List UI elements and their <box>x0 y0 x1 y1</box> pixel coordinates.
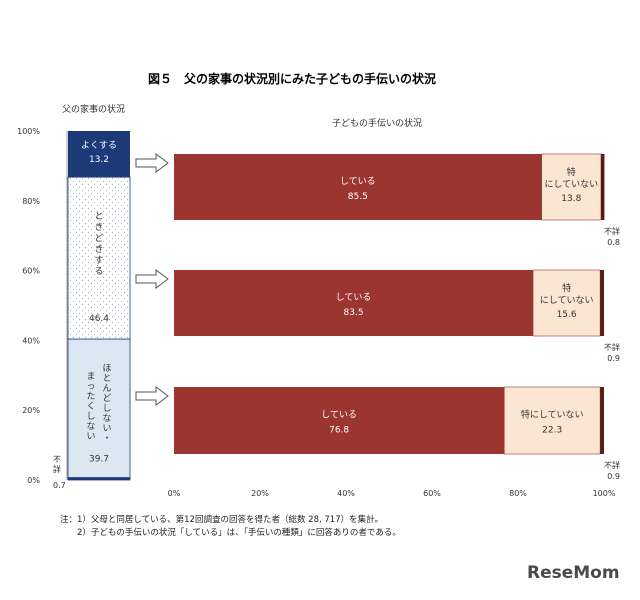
child-label-unknown: 不詳 <box>604 342 620 352</box>
x-tick-label: 40% <box>337 489 355 498</box>
child-segment <box>600 154 605 220</box>
svg-text:ん: ん <box>102 383 111 394</box>
y-tick-label: 60% <box>22 267 40 276</box>
svg-text:ど: ど <box>94 233 103 244</box>
child-bars: している85.5特にしていない13.8不詳0.8している83.5特にしていない1… <box>174 153 620 481</box>
child-value-not: 15.6 <box>557 310 577 320</box>
father-segment <box>67 176 131 340</box>
father-segment <box>67 338 131 478</box>
father-label-often: よくする <box>81 140 117 151</box>
y-tick-label: 0% <box>27 476 40 485</box>
svg-text:・: ・ <box>102 434 111 444</box>
arrow-icon <box>135 269 169 289</box>
child-segment <box>600 270 604 336</box>
right-axis-title: 子どもの手伝いの状況 <box>332 117 422 129</box>
svg-text:っ: っ <box>86 382 95 392</box>
father-value-sometimes: 46.4 <box>89 314 109 324</box>
child-value-not: 22.3 <box>542 426 562 436</box>
child-label-not-1: 特 <box>567 166 576 178</box>
x-tick-label: 100% <box>593 489 616 498</box>
svg-text:る: る <box>94 266 103 277</box>
x-tick-label: 20% <box>251 489 269 498</box>
child-value-not: 13.8 <box>561 194 581 204</box>
child-value-unknown: 0.9 <box>607 472 620 481</box>
svg-text:し: し <box>86 411 95 422</box>
child-label-doing: している <box>336 292 372 303</box>
arrows <box>135 153 169 406</box>
child-segment <box>600 387 604 454</box>
child-segment <box>174 270 534 336</box>
y-tick-label: 20% <box>22 406 40 415</box>
child-value-doing: 83.5 <box>344 308 364 318</box>
x-tick-label: 0% <box>168 489 181 498</box>
father-value-rarely: 39.7 <box>89 455 109 465</box>
svg-text:と: と <box>94 211 103 222</box>
brand-logo: ReseMom <box>527 563 620 583</box>
child-label-not-2: にしていない <box>544 179 598 190</box>
father-label-unknown-2: 詳 <box>53 464 61 474</box>
child-label-unknown: 不詳 <box>604 226 620 236</box>
arrow-icon <box>135 153 169 173</box>
child-value-doing: 76.8 <box>329 426 349 436</box>
svg-text:ま: ま <box>86 371 95 382</box>
svg-text:す: す <box>94 255 103 266</box>
svg-text:ほ: ほ <box>102 363 111 374</box>
father-value-unknown: 0.7 <box>53 481 66 490</box>
svg-text:な: な <box>86 421 95 432</box>
child-segment <box>503 386 601 455</box>
child-label-not: 特にしていない <box>521 409 584 421</box>
child-value-unknown: 0.9 <box>607 354 620 363</box>
footnote-1: 注：1）父母と同居している、第12回調査の回答を得た者（総数 28, 717）を… <box>60 515 384 525</box>
father-segment <box>68 131 130 178</box>
father-label-unknown: 不 <box>53 455 61 464</box>
child-value-unknown: 0.8 <box>607 238 620 247</box>
x-tick-label: 80% <box>509 489 527 498</box>
y-tick-label: 80% <box>22 197 40 206</box>
y-tick-label: 40% <box>22 336 40 345</box>
svg-text:い: い <box>86 432 95 442</box>
child-segment <box>532 269 601 337</box>
child-segment <box>541 153 602 221</box>
child-value-doing: 85.5 <box>348 192 368 202</box>
child-label-doing: している <box>321 410 357 421</box>
footnote-2: 2）子どもの手伝いの状況「している」は、「手伝いの種類」に回答ありの者である。 <box>60 528 401 538</box>
father-value-often: 13.2 <box>89 155 109 165</box>
svg-text:ど: ど <box>102 393 111 404</box>
father-stacked-bar: よくする13.2ときどきする46.4ほとんどしない・まったくしない39.7不詳0… <box>53 131 131 490</box>
svg-text:た: た <box>86 391 95 402</box>
chart-title: 図５ 父の家事の状況別にみた子どもの手伝いの状況 <box>148 71 436 86</box>
child-label-not-2: にしていない <box>540 295 594 306</box>
svg-text:き: き <box>94 222 103 233</box>
child-segment <box>174 154 542 220</box>
arrow-icon <box>135 386 169 406</box>
y-tick-label: 100% <box>17 127 40 136</box>
child-label-not-1: 特 <box>562 282 571 294</box>
svg-text:と: と <box>102 373 111 384</box>
svg-text:く: く <box>86 402 95 412</box>
x-tick-label: 60% <box>423 489 441 498</box>
svg-text:な: な <box>102 413 111 424</box>
child-segment <box>174 387 505 454</box>
x-axis-ticks: 0% 20% 40% 60% 80% 100% <box>168 489 616 498</box>
svg-text:き: き <box>94 244 103 255</box>
footnotes: 注：1）父母と同居している、第12回調査の回答を得た者（総数 28, 717）を… <box>60 514 401 540</box>
child-label-doing: している <box>340 176 376 187</box>
y-axis-ticks: 100% 80% 60% 40% 20% 0% <box>17 127 40 485</box>
left-axis-title: 父の家事の状況 <box>62 103 125 115</box>
child-label-unknown: 不詳 <box>604 460 620 470</box>
svg-text:し: し <box>102 403 111 414</box>
svg-text:い: い <box>102 424 111 434</box>
